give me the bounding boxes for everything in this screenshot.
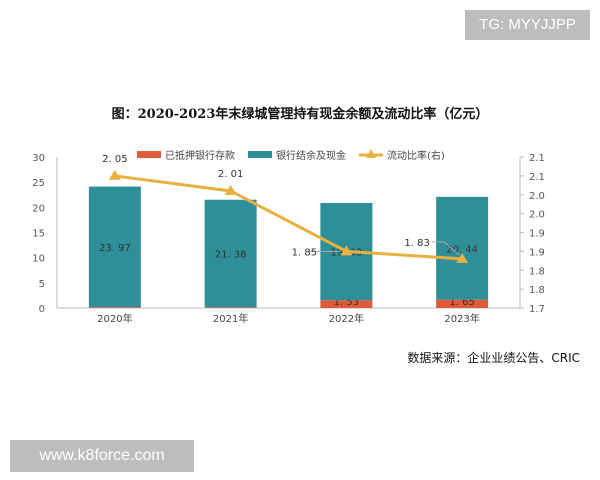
y-tick-label: 10 bbox=[32, 254, 45, 265]
y2-tick-label: 1.8 bbox=[529, 266, 545, 277]
legend-label-2: 流动比率(右) bbox=[387, 149, 445, 162]
y-tick-label: 25 bbox=[32, 178, 45, 189]
legend-label-0: 已抵押银行存款 bbox=[165, 149, 235, 162]
line-data-label: 1. 83 bbox=[404, 238, 429, 249]
bar-0 bbox=[204, 307, 257, 308]
chart-title: 图：2020-2023年末绿城管理持有现金余额及流动比率（亿元） bbox=[111, 107, 489, 122]
bar-data-label: 1. 53 bbox=[334, 297, 359, 308]
bar-1 bbox=[88, 186, 141, 308]
watermark-top: TG: MYYJJPP bbox=[465, 10, 590, 40]
y-tick-label: 20 bbox=[32, 203, 45, 214]
line-marker bbox=[456, 252, 469, 263]
y2-tick-label: 1.8 bbox=[529, 285, 545, 296]
y-tick-label: 5 bbox=[39, 279, 45, 290]
source-note: 数据来源：企业业绩公告、CRIC bbox=[407, 351, 580, 365]
line-data-label: 2. 05 bbox=[102, 154, 127, 165]
line-marker bbox=[224, 184, 237, 195]
bar-1 bbox=[204, 199, 257, 308]
y2-tick-label: 1.9 bbox=[529, 229, 545, 240]
legend-swatch-0 bbox=[137, 151, 161, 158]
bar-data-label: 21. 38 bbox=[215, 250, 247, 261]
bar-0 bbox=[320, 300, 373, 308]
x-tick-label: 2021年 bbox=[213, 312, 248, 325]
y2-tick-label: 1.9 bbox=[529, 247, 545, 258]
y2-tick-label: 2.1 bbox=[529, 172, 545, 183]
leader-line bbox=[432, 241, 460, 256]
y2-tick-label: 2.0 bbox=[529, 210, 545, 221]
bar-1 bbox=[436, 196, 489, 300]
bar-0 bbox=[436, 299, 489, 308]
y-tick-label: 0 bbox=[39, 304, 45, 315]
bar-data-label: 20. 44 bbox=[446, 244, 478, 255]
x-tick-label: 2020年 bbox=[97, 312, 132, 325]
x-tick-label: 2023年 bbox=[444, 312, 479, 325]
legend-marker bbox=[366, 149, 376, 158]
y-tick-label: 15 bbox=[32, 229, 45, 240]
line-data-label: 1. 85 bbox=[292, 247, 317, 258]
line-data-label: 2. 01 bbox=[218, 169, 243, 180]
y2-tick-label: 1.7 bbox=[529, 304, 545, 315]
y2-tick-label: 2.0 bbox=[529, 191, 545, 202]
y-tick-label: 30 bbox=[32, 153, 45, 164]
bar-0 bbox=[88, 307, 141, 308]
legend-swatch-1 bbox=[248, 151, 272, 158]
line-marker bbox=[108, 169, 121, 180]
line-marker bbox=[340, 245, 353, 256]
bar-data-label: 1. 65 bbox=[449, 297, 474, 308]
line-series bbox=[114, 174, 463, 261]
watermark-bottom: www.k8force.com bbox=[10, 440, 194, 472]
bar-data-label: 23. 97 bbox=[99, 243, 131, 254]
legend-label-1: 银行结余及现金 bbox=[276, 149, 346, 162]
y2-tick-label: 2.1 bbox=[529, 153, 545, 164]
x-tick-label: 2022年 bbox=[329, 312, 364, 325]
